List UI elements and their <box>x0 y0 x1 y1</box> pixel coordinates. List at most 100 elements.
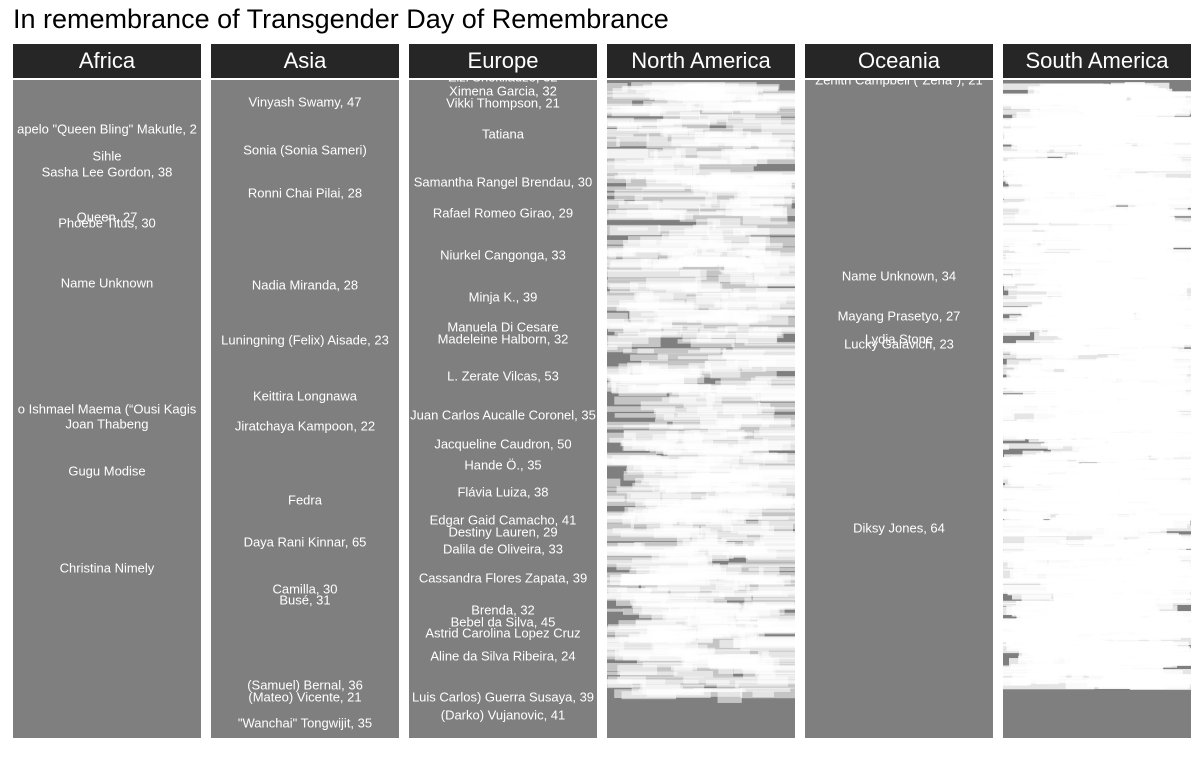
text-noise <box>657 353 764 360</box>
text-noise <box>629 281 721 292</box>
text-noise <box>1126 388 1177 394</box>
text-noise <box>715 302 795 308</box>
text-noise <box>641 266 721 271</box>
text-noise <box>607 425 684 430</box>
text-noise <box>632 482 666 490</box>
text-noise <box>675 147 745 156</box>
title: In remembrance of Transgender Day of Rem… <box>13 4 669 34</box>
text-noise <box>1003 584 1060 594</box>
text-noise <box>1159 453 1191 462</box>
text-noise <box>1108 525 1191 532</box>
text-noise <box>1141 362 1191 368</box>
text-noise <box>641 360 738 371</box>
text-noise <box>714 248 757 252</box>
text-noise <box>1007 476 1098 485</box>
text-noise <box>688 131 722 137</box>
text-noise <box>1116 158 1191 165</box>
text-noise <box>1062 337 1128 342</box>
text-noise <box>1040 443 1107 447</box>
text-noise <box>752 691 775 698</box>
text-noise <box>1017 142 1050 152</box>
text-noise <box>1051 214 1144 224</box>
text-noise <box>679 213 771 222</box>
text-noise <box>684 429 745 441</box>
text-noise <box>660 130 689 136</box>
text-noise <box>756 90 795 99</box>
text-noise <box>607 592 699 600</box>
text-noise <box>614 189 643 200</box>
text-noise <box>1147 172 1191 180</box>
text-noise <box>1046 582 1094 592</box>
name-label: Keittira Longnawa <box>253 388 358 403</box>
text-noise <box>1158 550 1191 561</box>
text-noise <box>707 174 795 182</box>
text-noise <box>1054 361 1159 369</box>
text-noise <box>1045 605 1132 614</box>
text-noise <box>1124 460 1191 466</box>
text-noise <box>1003 167 1069 174</box>
text-noise <box>706 575 795 580</box>
text-noise <box>607 139 620 148</box>
text-noise <box>762 437 795 447</box>
text-noise <box>699 477 738 482</box>
text-noise <box>1003 156 1048 167</box>
name-label: Lydia Stone <box>865 331 933 346</box>
text-noise <box>1061 118 1120 125</box>
text-noise <box>1057 588 1140 594</box>
text-noise <box>1130 259 1186 267</box>
text-noise <box>607 322 673 329</box>
text-noise <box>607 335 649 344</box>
text-noise <box>728 562 795 568</box>
text-noise <box>607 587 628 593</box>
text-noise <box>607 545 700 552</box>
name-label: Bebel da Silva, 45 <box>451 614 556 629</box>
panel-strip <box>805 44 993 78</box>
name-label: (Samuel) Bernal, 36 <box>247 677 363 692</box>
text-noise <box>762 361 795 371</box>
text-noise <box>1027 665 1068 676</box>
name-label: Lucky Galavich, 23 <box>844 336 954 351</box>
text-noise <box>1114 639 1161 650</box>
text-noise <box>1131 412 1191 418</box>
text-noise <box>693 688 791 692</box>
text-noise <box>732 112 795 117</box>
text-noise <box>1034 284 1058 290</box>
text-noise <box>1040 342 1065 348</box>
text-noise <box>1106 449 1128 455</box>
text-noise <box>1093 393 1149 399</box>
text-noise <box>607 384 637 388</box>
text-noise <box>609 225 710 236</box>
text-noise <box>1151 465 1177 476</box>
text-noise <box>1083 297 1161 308</box>
text-noise <box>1058 415 1160 419</box>
name-label: Camilla, 30 <box>272 581 337 596</box>
text-noise <box>1045 379 1075 389</box>
text-noise <box>742 96 795 100</box>
text-noise <box>763 461 795 465</box>
text-noise <box>1006 359 1071 368</box>
text-noise <box>1034 202 1098 211</box>
name-label: Edgar Gaid Camacho, 41 <box>430 512 577 527</box>
text-noise <box>607 345 618 350</box>
text-noise <box>1119 655 1191 662</box>
text-noise <box>1099 382 1142 392</box>
text-noise <box>607 624 683 630</box>
text-noise <box>1032 501 1054 511</box>
text-noise <box>1003 443 1063 449</box>
panel-labels: apelo "Queen Bling" Makutle, 2 SihleSasha… <box>17 121 197 575</box>
panel-title: Oceania <box>858 48 941 73</box>
text-noise <box>657 503 732 511</box>
panel-strip <box>409 44 597 78</box>
text-noise <box>1106 126 1169 135</box>
text-noise <box>1048 325 1133 334</box>
text-noise <box>712 221 795 230</box>
text-noise <box>1121 396 1191 403</box>
text-noise <box>759 672 795 679</box>
name-label: Luis Carlos) Guerra Susaya, 39 <box>412 689 594 704</box>
name-label: Juan Carlos Aucalle Coronel, 35 <box>410 407 596 422</box>
text-noise <box>1112 499 1191 509</box>
text-noise <box>1087 418 1129 429</box>
text-noise <box>1152 591 1190 599</box>
text-noise <box>607 148 686 159</box>
